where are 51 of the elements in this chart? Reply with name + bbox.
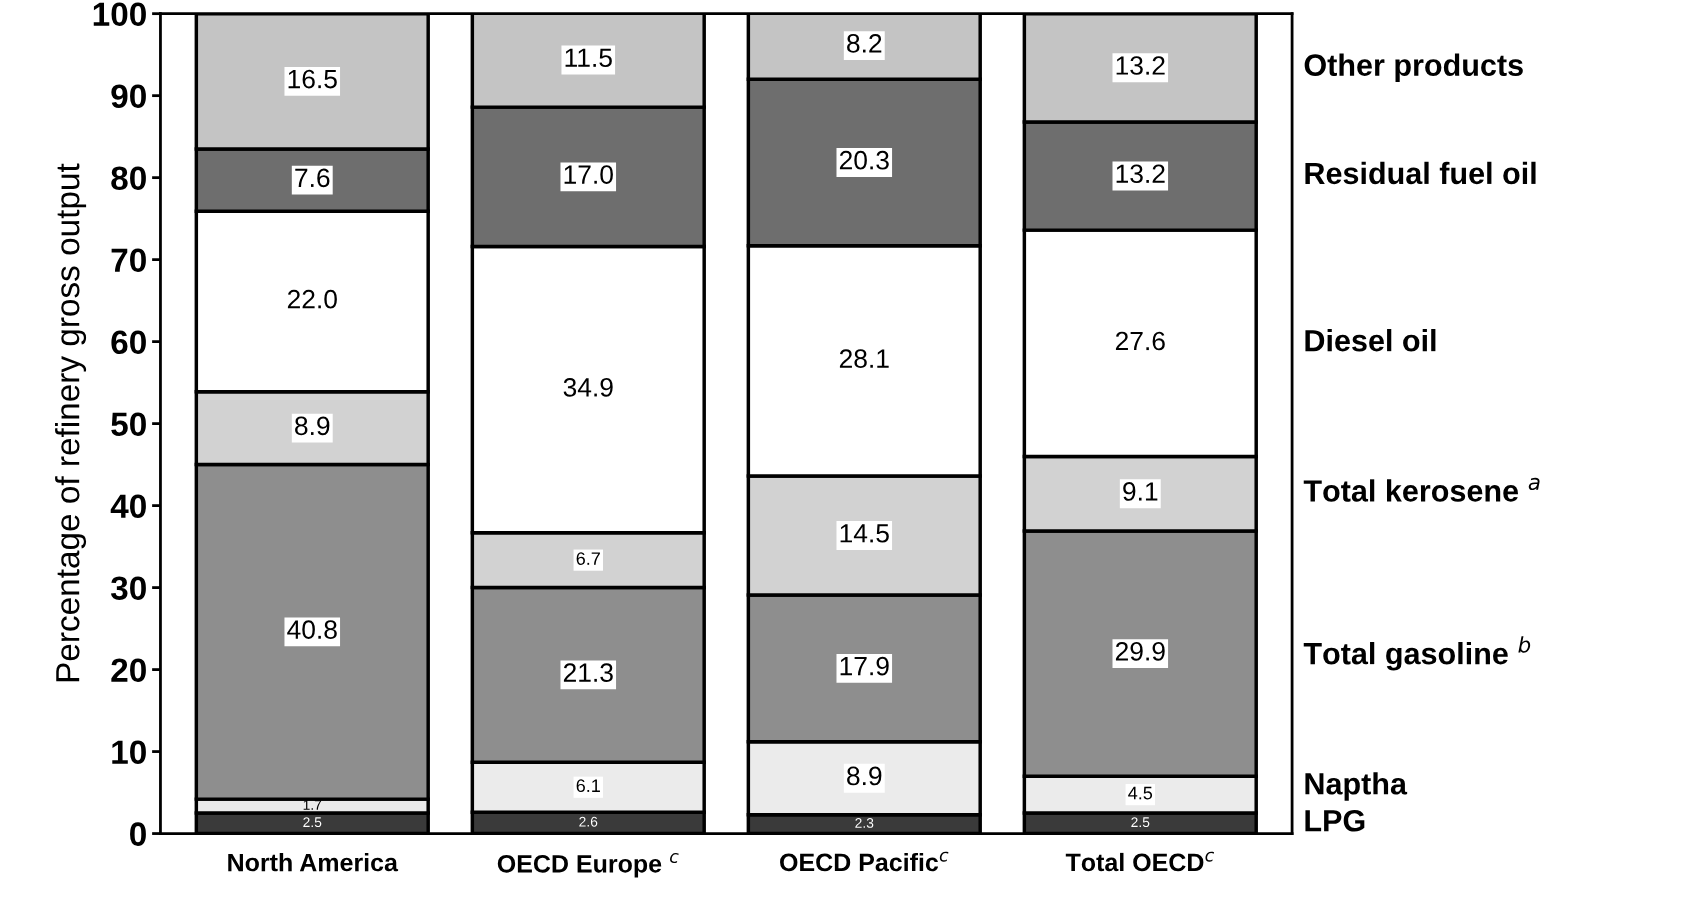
y-tick-label: 0 xyxy=(130,822,146,846)
data-label: 22.0 xyxy=(287,289,337,309)
series-label: Total gasoline $^{b}$ xyxy=(1303,636,1531,671)
y-axis-title: Percentage of refinery gross output xyxy=(55,163,87,682)
series-label: Residual fuel oil xyxy=(1305,161,1536,185)
data-label: 2.5 xyxy=(303,817,322,828)
data-label: 13.2 xyxy=(1116,56,1165,75)
data-label: 17.0 xyxy=(564,165,613,184)
data-label: 14.5 xyxy=(840,524,889,543)
data-label: 29.9 xyxy=(1115,641,1165,661)
y-tick-label: 60 xyxy=(111,330,146,355)
series-label: Diesel oil xyxy=(1305,329,1436,352)
data-label: 9.1 xyxy=(1123,482,1158,501)
data-label: 11.5 xyxy=(565,48,612,68)
y-tick-label: 100 xyxy=(93,2,146,27)
x-tick-label: OECD Pacific$^{c}$ xyxy=(780,851,949,872)
data-label: 2.3 xyxy=(855,818,874,828)
data-label: 16.5 xyxy=(288,69,337,89)
series-label: Total kerosene $^{a}$ xyxy=(1303,477,1540,502)
data-label: 2.6 xyxy=(579,816,598,827)
data-label: 8.2 xyxy=(847,34,882,53)
data-label: 28.1 xyxy=(839,349,889,368)
y-tick-label: 20 xyxy=(111,658,146,682)
data-label: 20.3 xyxy=(839,150,889,170)
y-tick-label: 10 xyxy=(112,740,146,764)
data-label: 13.2 xyxy=(1116,164,1165,184)
data-label: 2.5 xyxy=(1131,817,1150,828)
x-tick-label: OECD Europe $^{c}$ xyxy=(497,853,679,878)
data-label: 1.7 xyxy=(303,800,322,810)
data-label: 40.8 xyxy=(287,620,337,639)
data-label: 27.6 xyxy=(1115,331,1165,351)
data-label: 8.9 xyxy=(847,766,882,786)
y-tick-label: 30 xyxy=(110,576,146,601)
y-tick-label: 70 xyxy=(111,248,146,273)
data-label: 7.6 xyxy=(295,168,330,188)
series-label: Naptha xyxy=(1305,772,1408,801)
y-tick-label: 50 xyxy=(111,412,146,437)
data-label: 34.9 xyxy=(563,377,613,397)
x-tick-label: North America xyxy=(228,853,399,872)
data-label: 21.3 xyxy=(563,663,613,682)
data-label: 17.9 xyxy=(840,656,889,676)
data-label: 4.5 xyxy=(1128,786,1153,800)
data-label: 8.9 xyxy=(295,416,330,436)
data-label: 6.1 xyxy=(576,779,600,793)
series-label: Other products xyxy=(1304,53,1523,83)
data-label: 6.7 xyxy=(576,552,600,565)
y-tick-label: 80 xyxy=(111,166,146,191)
x-tick-label: Total OECD$^{c}$ xyxy=(1065,851,1215,872)
y-tick-label: 90 xyxy=(111,84,146,109)
series-label: LPG xyxy=(1305,809,1365,832)
y-tick-label: 40 xyxy=(110,494,146,519)
